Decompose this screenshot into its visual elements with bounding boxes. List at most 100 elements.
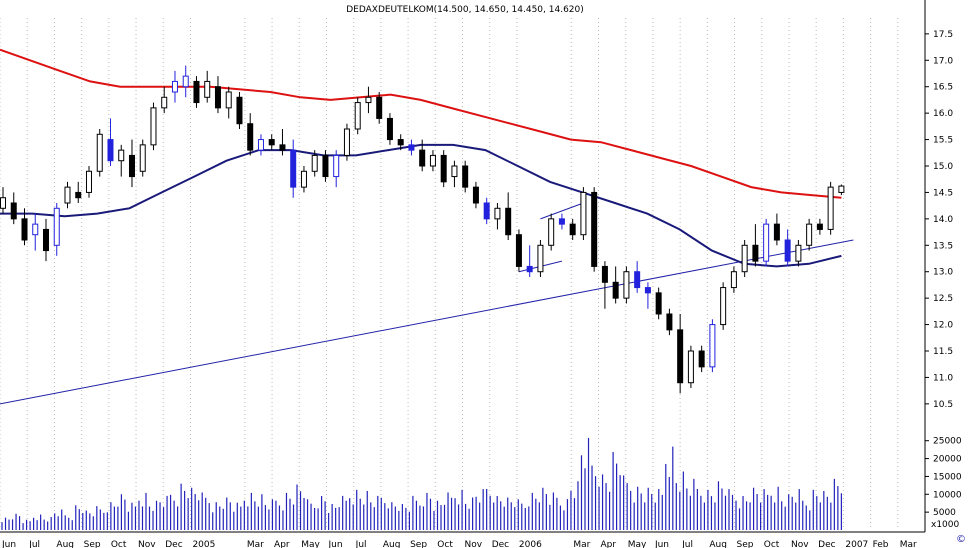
candle-body xyxy=(806,223,813,246)
price-label: 13.5 xyxy=(933,241,953,251)
candle-body xyxy=(10,202,17,220)
candle-body xyxy=(182,75,189,88)
time-label: 2006 xyxy=(519,540,542,548)
time-label: Feb xyxy=(873,540,889,548)
candle-body xyxy=(139,144,146,172)
candle-body xyxy=(53,207,60,246)
price-label: 15.5 xyxy=(933,136,953,146)
candle-body xyxy=(365,96,372,104)
candle-body xyxy=(580,191,587,236)
candle-body xyxy=(85,170,92,193)
candle-body xyxy=(752,244,759,262)
moving-average-long-line xyxy=(0,48,842,199)
price-label: 13.0 xyxy=(933,268,953,278)
candle-body xyxy=(526,265,533,273)
price-label: 17.5 xyxy=(933,30,953,40)
candle-body xyxy=(720,287,727,326)
time-label: Mar xyxy=(900,540,917,548)
candle-body xyxy=(816,223,823,230)
candle-body xyxy=(623,271,630,299)
candle-body xyxy=(655,292,662,315)
time-axis: Jun Jul Aug Sep Oct Nov Dec 2005 Mar Apr May Jun Jul… xyxy=(1,540,917,548)
candle-body xyxy=(279,144,286,151)
time-label: Oct xyxy=(111,540,127,548)
candle-body xyxy=(118,149,125,162)
time-label: Jun xyxy=(327,540,342,548)
candle-body xyxy=(601,265,608,283)
candle-body xyxy=(462,165,469,188)
candle-body xyxy=(290,149,297,188)
candle-body xyxy=(75,191,82,199)
candle-body xyxy=(268,139,275,146)
candle-body xyxy=(0,197,6,209)
time-label: Jul xyxy=(355,540,367,548)
moving-averages xyxy=(0,48,842,268)
time-label: May xyxy=(301,540,320,548)
time-label: Jul xyxy=(28,540,40,548)
candle-body xyxy=(548,218,555,246)
candle-body xyxy=(451,165,458,178)
candle-body xyxy=(634,271,641,289)
time-label: Dec xyxy=(818,540,835,548)
candle-body xyxy=(193,80,200,104)
time-label: Mar xyxy=(247,540,264,548)
candle-body xyxy=(64,186,71,204)
time-label: Apr xyxy=(601,540,617,548)
candle-body xyxy=(408,144,415,151)
volume-label: 10000 xyxy=(933,490,962,500)
price-label: 12.0 xyxy=(933,321,953,331)
candle-body xyxy=(322,154,329,178)
time-label: Sep xyxy=(737,540,754,548)
candle-body xyxy=(397,139,404,146)
time-label: 2007 xyxy=(845,540,868,548)
volume-label: 15000 xyxy=(933,472,962,482)
time-label: Apr xyxy=(274,540,290,548)
candle-body xyxy=(32,223,39,236)
price-label: 16.0 xyxy=(933,109,953,119)
time-label: Jun xyxy=(654,540,669,548)
price-axis: 10.5 11.0 11.5 12.0 12.5 13.0 13.5 14.0 14.5 15.0… xyxy=(925,30,953,410)
candle-body xyxy=(666,313,673,331)
candle-body xyxy=(214,86,221,109)
candle-body xyxy=(677,329,684,384)
price-label: 14.5 xyxy=(933,188,953,198)
time-label: Nov xyxy=(138,540,156,548)
time-label: Oct xyxy=(437,540,453,548)
candle-body xyxy=(591,191,598,267)
time-label: Aug xyxy=(709,540,727,548)
time-label: May xyxy=(628,540,647,548)
candle-body xyxy=(505,207,512,236)
time-label: Nov xyxy=(465,540,483,548)
price-label: 17.0 xyxy=(933,56,953,66)
candle-body xyxy=(472,186,479,204)
volume-label: 5000 xyxy=(933,508,956,518)
price-label: 11.0 xyxy=(933,373,953,383)
candle-body xyxy=(96,133,103,172)
candle-body xyxy=(300,170,307,188)
candle-body xyxy=(440,154,447,183)
candle-body xyxy=(343,128,350,156)
candle-body xyxy=(537,244,544,273)
candle-body xyxy=(698,350,705,368)
time-label: Mar xyxy=(573,540,590,548)
candle-body xyxy=(558,218,565,225)
volume-label: 25000 xyxy=(933,437,962,447)
candle-body xyxy=(773,223,780,241)
candle-body xyxy=(741,244,748,273)
candle-body xyxy=(838,185,845,193)
price-label: 15.0 xyxy=(933,162,953,172)
candle-body xyxy=(311,154,318,172)
candles xyxy=(0,65,845,394)
price-label: 10.5 xyxy=(933,400,953,410)
candle-body xyxy=(419,149,426,167)
candle-body xyxy=(236,96,243,125)
candle-body xyxy=(21,218,28,241)
candle-body xyxy=(827,186,834,230)
candle-body xyxy=(483,202,490,220)
time-label: Oct xyxy=(764,540,780,548)
time-label: Dec xyxy=(165,540,182,548)
candle-body xyxy=(709,324,716,368)
candle-body xyxy=(333,154,340,178)
candle-body xyxy=(429,154,436,167)
